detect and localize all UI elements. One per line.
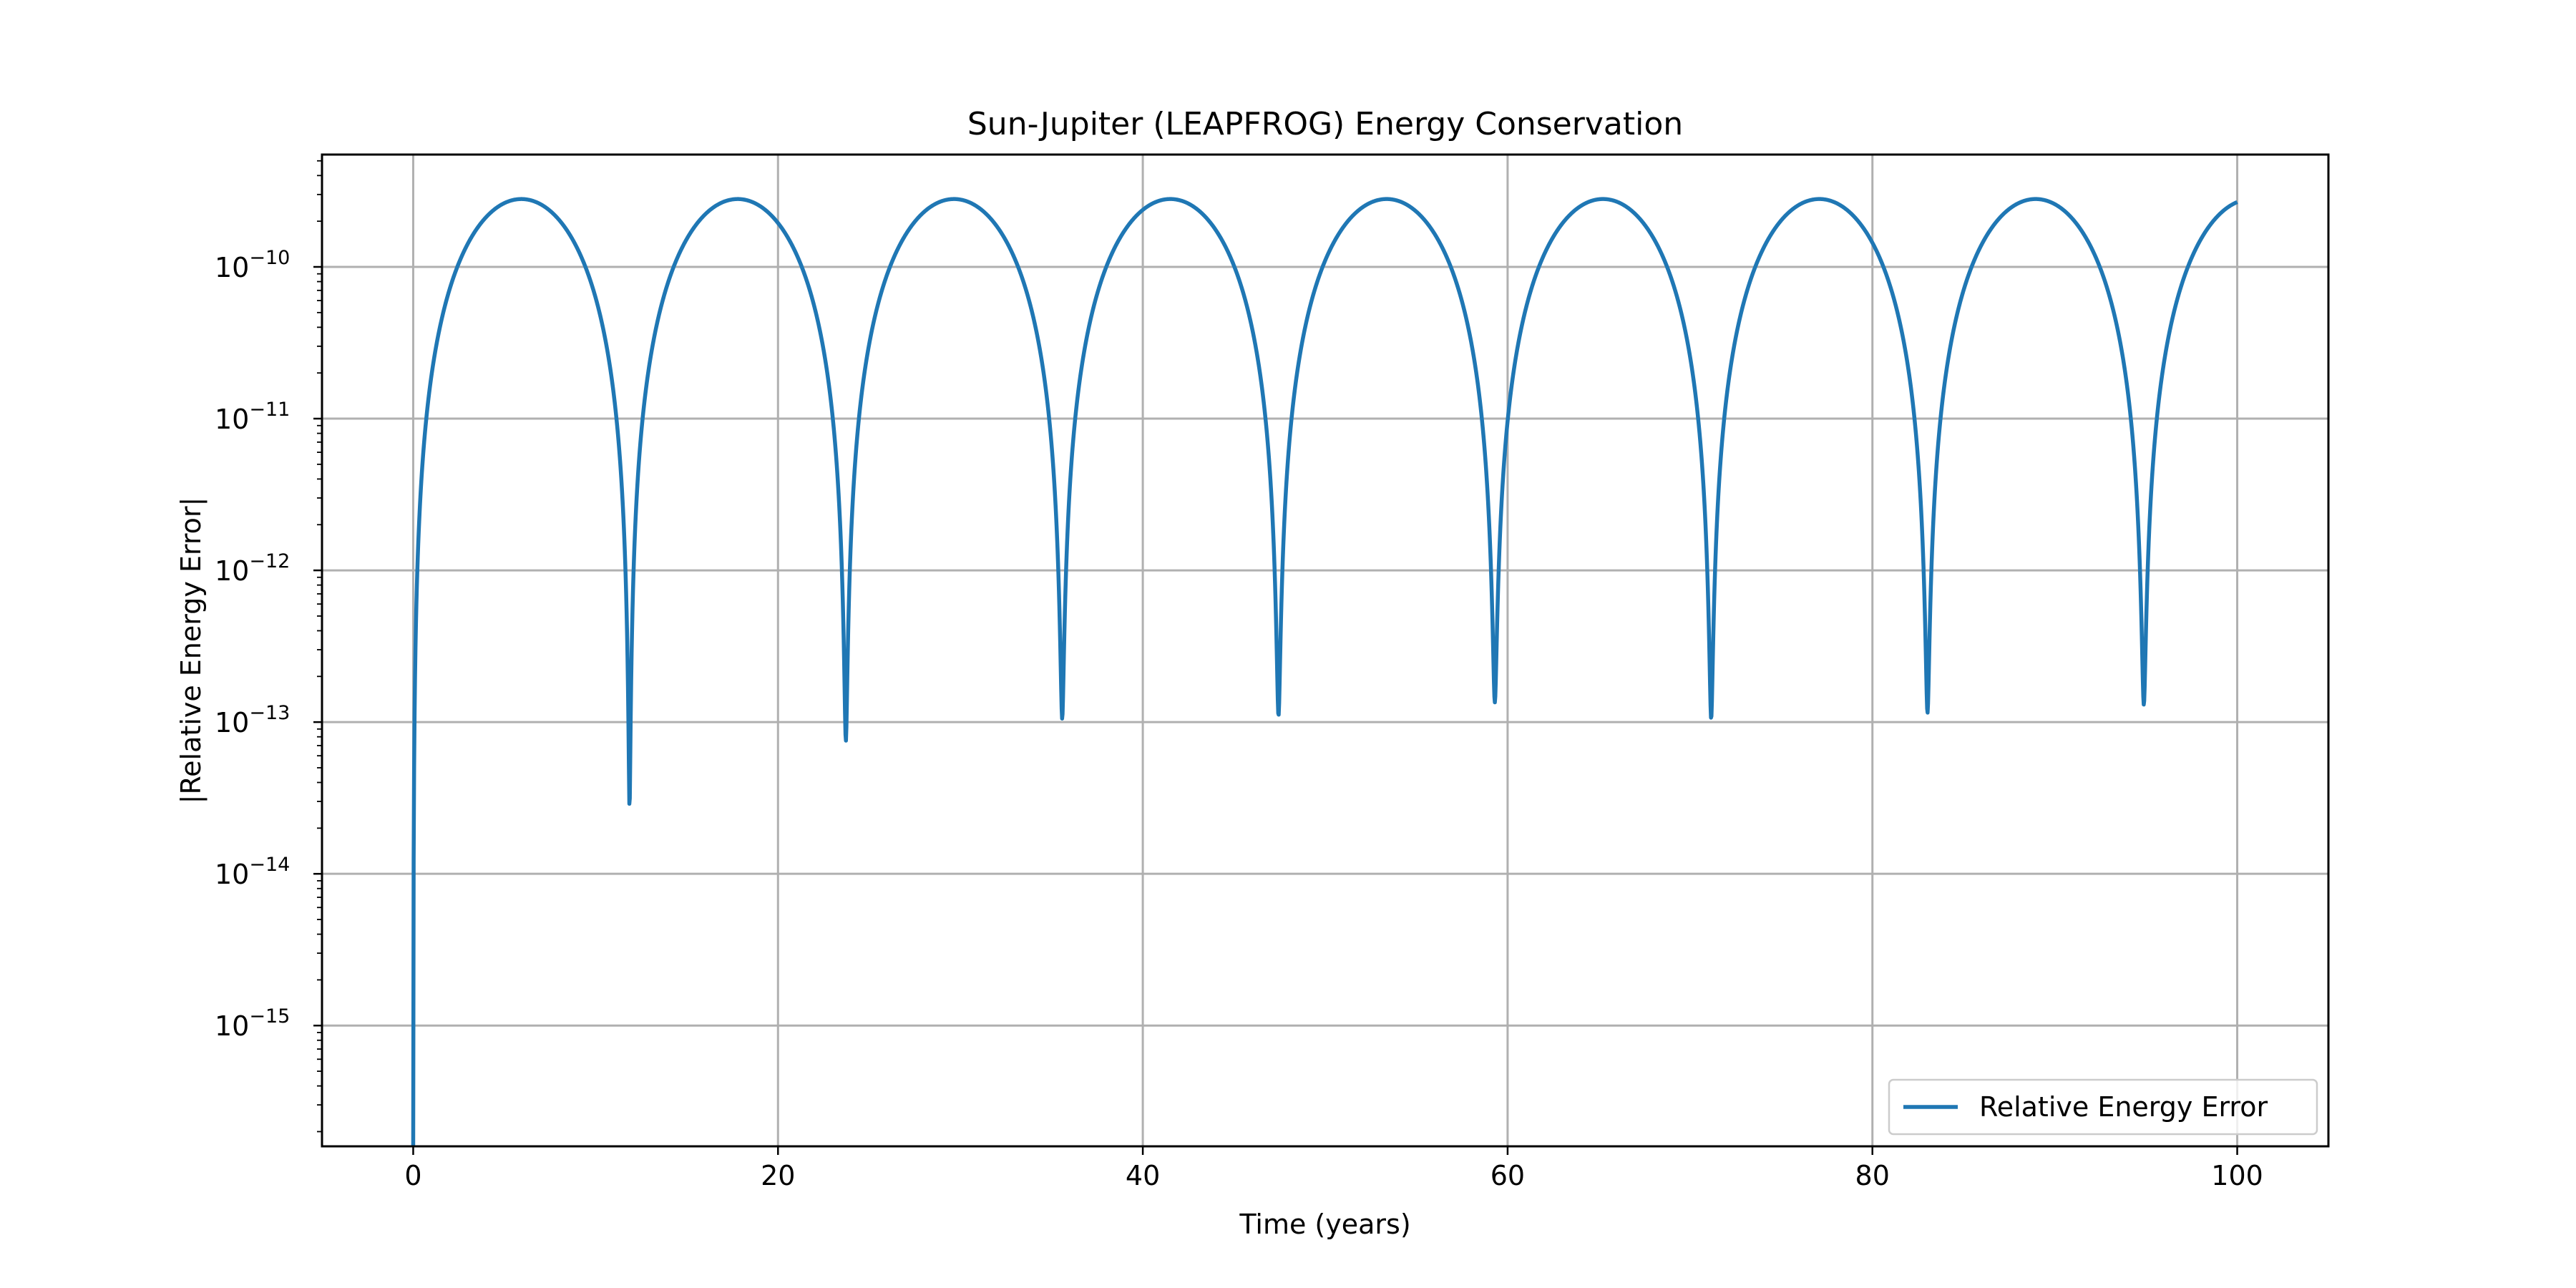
- y-tick-label: 10−13: [215, 702, 290, 738]
- y-tick-label: 10−11: [215, 399, 290, 435]
- y-tick-label: 10−15: [215, 1005, 290, 1042]
- plot-frame: [321, 153, 2330, 1148]
- y-axis-label: |Relative Energy Error|: [175, 497, 208, 804]
- legend-box: [1888, 1078, 2318, 1136]
- y-axis-ticks: 10−15 10−14 10−13 10−12 10−11 10−10: [215, 160, 322, 1133]
- x-axis-label: Time (years): [1239, 1209, 1410, 1240]
- legend-label: Relative Energy Error: [1979, 1091, 2268, 1123]
- y-tick-label: 10−10: [215, 247, 290, 283]
- legend: Relative Energy Error: [1888, 1078, 2318, 1136]
- series-line-relative-energy-error: [411, 197, 2239, 1146]
- y-tick-label: 10−14: [215, 854, 290, 890]
- x-tick-label: 20: [761, 1160, 795, 1191]
- x-tick-label: 80: [1855, 1160, 1890, 1191]
- plot-background: [322, 155, 2328, 1146]
- grid: [322, 155, 2328, 1146]
- x-tick-label: 100: [2211, 1160, 2263, 1191]
- x-axis-ticks: 0 20 40 60 80 100: [404, 1146, 2263, 1191]
- chart-title: Sun-Jupiter (LEAPFROG) Energy Conservati…: [967, 106, 1683, 142]
- x-tick-label: 0: [404, 1160, 421, 1191]
- y-tick-label: 10−12: [215, 550, 290, 587]
- x-tick-label: 60: [1491, 1160, 1525, 1191]
- x-tick-label: 40: [1126, 1160, 1160, 1191]
